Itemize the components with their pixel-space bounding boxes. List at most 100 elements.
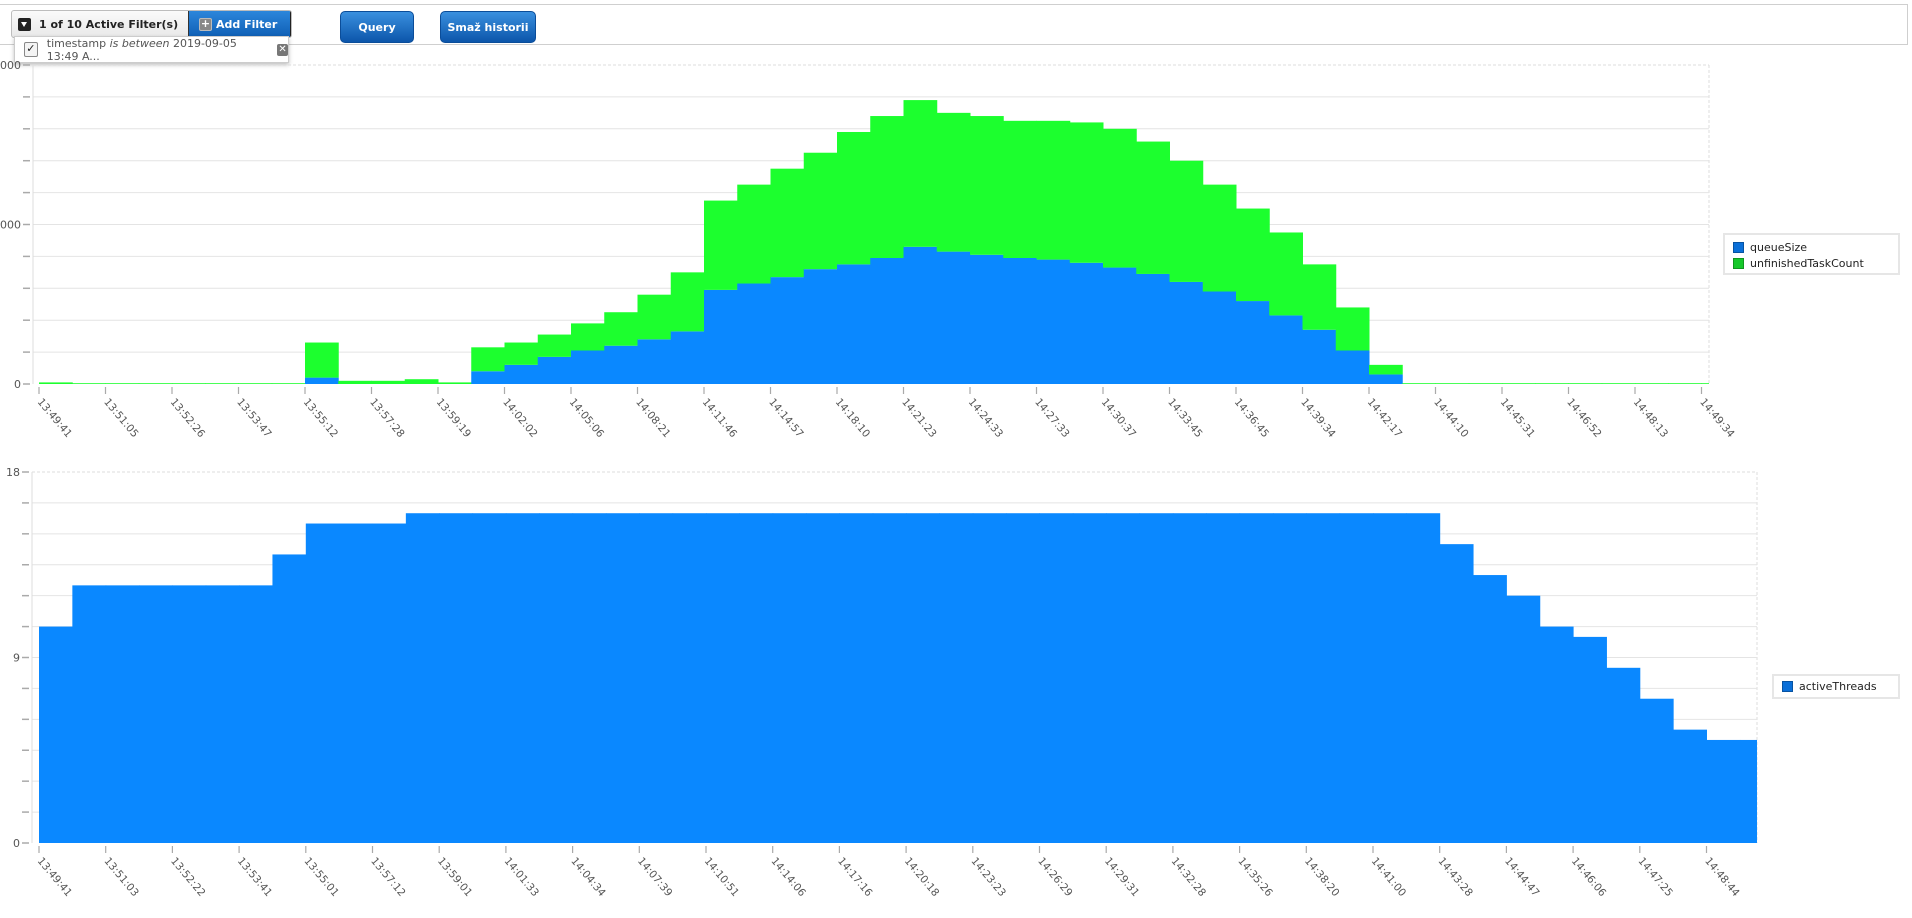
bar-activeThreads bbox=[1506, 595, 1541, 843]
filter-description[interactable]: timestamp is between 2019-09-05 13:49 A.… bbox=[47, 37, 270, 63]
bar-activeThreads bbox=[39, 626, 73, 843]
bar-unfinishedTaskCount bbox=[72, 383, 106, 384]
x-tick-label: 14:43:28 bbox=[1435, 855, 1475, 899]
y-tick-label: 0 bbox=[13, 837, 20, 850]
bar-activeThreads bbox=[1239, 513, 1274, 843]
bar-queueSize bbox=[837, 264, 871, 384]
bar-activeThreads bbox=[1272, 513, 1307, 843]
add-filter-label: Add Filter bbox=[216, 17, 278, 31]
bar-activeThreads bbox=[672, 513, 707, 843]
x-tick-label: 13:49:41 bbox=[35, 855, 75, 899]
legend-item-activeThreads[interactable]: activeThreads bbox=[1782, 678, 1890, 694]
bar-queueSize bbox=[604, 345, 638, 384]
bar-unfinishedTaskCount bbox=[138, 383, 173, 384]
bar-queueSize bbox=[537, 356, 572, 384]
bar-unfinishedTaskCount bbox=[404, 379, 439, 384]
query-button[interactable]: Query bbox=[340, 11, 414, 43]
x-tick-label: 14:23:23 bbox=[969, 855, 1009, 899]
bar-queueSize bbox=[637, 339, 672, 384]
bar-unfinishedTaskCount bbox=[1136, 141, 1170, 274]
x-tick-label: 14:07:39 bbox=[635, 855, 675, 899]
filter-summary-toggle[interactable]: 1 of 10 Active Filter(s) bbox=[12, 11, 189, 37]
x-tick-label: 14:04:34 bbox=[568, 855, 608, 899]
bar-activeThreads bbox=[706, 513, 740, 843]
bar-unfinishedTaskCount bbox=[1369, 364, 1403, 375]
bar-unfinishedTaskCount bbox=[670, 272, 705, 332]
bar-unfinishedTaskCount bbox=[1468, 383, 1503, 384]
bar-activeThreads bbox=[772, 513, 807, 843]
bar-activeThreads bbox=[1573, 636, 1607, 843]
legend-swatch-activeThreads bbox=[1782, 680, 1793, 692]
bar-queueSize bbox=[1003, 257, 1037, 384]
x-tick-label: 14:29:31 bbox=[1102, 855, 1142, 899]
bar-unfinishedTaskCount bbox=[1069, 122, 1104, 263]
bar-queueSize bbox=[803, 269, 838, 384]
legend-item-queueSize[interactable]: queueSize bbox=[1733, 239, 1890, 255]
legend-top: queueSize unfinishedTaskCount bbox=[1723, 233, 1900, 275]
bar-queueSize bbox=[970, 254, 1004, 384]
bar-unfinishedTaskCount bbox=[238, 383, 273, 384]
bars-group bbox=[39, 100, 1709, 384]
bar-queueSize bbox=[471, 371, 505, 384]
bar-activeThreads bbox=[1106, 513, 1141, 843]
bar-activeThreads bbox=[239, 585, 273, 843]
bar-activeThreads bbox=[1606, 667, 1641, 843]
bar-activeThreads bbox=[339, 523, 373, 843]
bar-queueSize bbox=[737, 283, 771, 384]
x-tick-label: 13:52:22 bbox=[168, 855, 208, 899]
x-tick-label: 13:51:03 bbox=[101, 855, 141, 899]
bar-queueSize bbox=[1103, 267, 1137, 384]
bar-unfinishedTaskCount bbox=[970, 116, 1004, 255]
bar-queueSize bbox=[1302, 329, 1337, 384]
x-tick-label: 14:14:06 bbox=[768, 855, 808, 899]
bar-activeThreads bbox=[439, 513, 474, 843]
bar-queueSize bbox=[1369, 374, 1403, 384]
bar-unfinishedTaskCount bbox=[1335, 307, 1370, 351]
bar-activeThreads bbox=[1206, 513, 1241, 843]
bar-unfinishedTaskCount bbox=[1435, 383, 1470, 384]
bar-unfinishedTaskCount bbox=[1402, 383, 1436, 384]
x-tick-label: 13:55:01 bbox=[302, 855, 342, 899]
bar-unfinishedTaskCount bbox=[803, 152, 838, 270]
bar-unfinishedTaskCount bbox=[737, 184, 771, 284]
bar-queueSize bbox=[1036, 259, 1071, 384]
y-tick-label: 9 bbox=[13, 652, 20, 665]
bar-unfinishedTaskCount bbox=[837, 131, 871, 265]
bar-unfinishedTaskCount bbox=[537, 334, 572, 357]
bar-activeThreads bbox=[1473, 575, 1507, 843]
remove-filter-icon[interactable]: ✕ bbox=[277, 43, 288, 56]
add-filter-button[interactable]: + Add Filter bbox=[189, 11, 291, 37]
x-tick-label: 14:35:26 bbox=[1235, 855, 1275, 899]
bar-activeThreads bbox=[139, 585, 173, 843]
legend-label-queueSize: queueSize bbox=[1750, 240, 1808, 254]
bar-unfinishedTaskCount bbox=[1668, 383, 1702, 384]
bar-activeThreads bbox=[1172, 513, 1207, 843]
filter-enabled-checkbox[interactable]: ✓ bbox=[24, 42, 38, 57]
x-tick-label: 14:41:00 bbox=[1369, 855, 1409, 899]
bar-unfinishedTaskCount bbox=[1202, 184, 1237, 292]
bar-activeThreads bbox=[205, 585, 240, 843]
bar-queueSize bbox=[1202, 291, 1237, 384]
bar-unfinishedTaskCount bbox=[338, 380, 372, 384]
bar-activeThreads bbox=[906, 513, 940, 843]
filter-operator: is between bbox=[109, 36, 170, 50]
bar-activeThreads bbox=[839, 513, 874, 843]
bar-unfinishedTaskCount bbox=[770, 168, 805, 278]
bar-activeThreads bbox=[806, 513, 840, 843]
bar-activeThreads bbox=[1706, 739, 1741, 843]
bar-activeThreads bbox=[739, 513, 774, 843]
bar-queueSize bbox=[504, 364, 539, 384]
bar-activeThreads bbox=[272, 554, 307, 843]
bar-queueSize bbox=[305, 377, 339, 384]
x-tick-label: 14:46:06 bbox=[1569, 855, 1609, 899]
legend-swatch-queueSize bbox=[1733, 241, 1744, 253]
clear-history-button[interactable]: Smaž historii bbox=[440, 11, 536, 43]
y-tick-label: 18 bbox=[6, 466, 20, 479]
bar-activeThreads bbox=[472, 513, 507, 843]
bar-unfinishedTaskCount bbox=[1269, 232, 1303, 316]
bar-activeThreads bbox=[572, 513, 607, 843]
bar-unfinishedTaskCount bbox=[870, 116, 904, 258]
legend-label-activeThreads: activeThreads bbox=[1799, 679, 1877, 693]
legend-item-unfinishedTaskCount[interactable]: unfinishedTaskCount bbox=[1733, 255, 1890, 271]
